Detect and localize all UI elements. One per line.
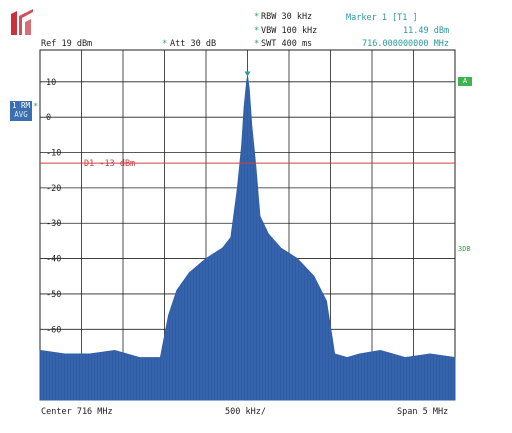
marker-frequency: 716.000000000 MHz [362,39,449,49]
y-tick-label: 0 [46,113,51,123]
trace-mode-line2: AVG [14,110,28,119]
att-star-icon: * [162,39,168,49]
center-frequency: Center 716 MHz [41,407,113,417]
swt-star-icon: * [254,39,260,49]
y-tick-label: -40 [46,255,61,265]
trace-star-icon: * [33,102,39,112]
attenuation: Att 30 dB [170,39,217,49]
display-line-label: D1 -13 dBm [84,159,135,169]
marker-1-icon [244,71,251,77]
marker-level: 11.49 dBm [403,26,450,36]
vbw-star-icon: * [254,26,260,36]
y-tick-label: -10 [46,149,61,159]
reference-level: Ref 19 dBm [41,39,93,49]
y-tick-label: -30 [46,219,61,229]
trace-mode-badge: 1 RM AVG [10,101,32,121]
trace-mode-line1: 1 RM [11,101,31,110]
marker [244,71,251,77]
brand-logo [11,9,33,35]
y-tick-label: 10 [46,78,56,88]
y-tick-label: -20 [46,184,61,194]
right-side-label: 3DB [458,245,471,253]
span-label: Span 5 MHz [397,407,449,417]
rbw-label: RBW 30 kHz [261,12,313,22]
vbw-label: VBW 100 kHz [261,26,318,36]
y-tick-labels: 10 0 -10 -20 -30 -40 -50 -60 [46,78,61,335]
y-tick-label: -50 [46,290,61,300]
display-line: D1 -13 dBm [40,159,455,169]
division-label: 500 kHz/ [225,407,266,417]
marker-title: Marker 1 [T1 ] [346,13,418,23]
y-tick-label: -60 [46,325,61,335]
rbw-star-icon: * [254,12,260,22]
trace-series [39,76,456,401]
swt-label: SWT 400 ms [261,39,313,49]
right-flag-badge: A [458,77,472,86]
